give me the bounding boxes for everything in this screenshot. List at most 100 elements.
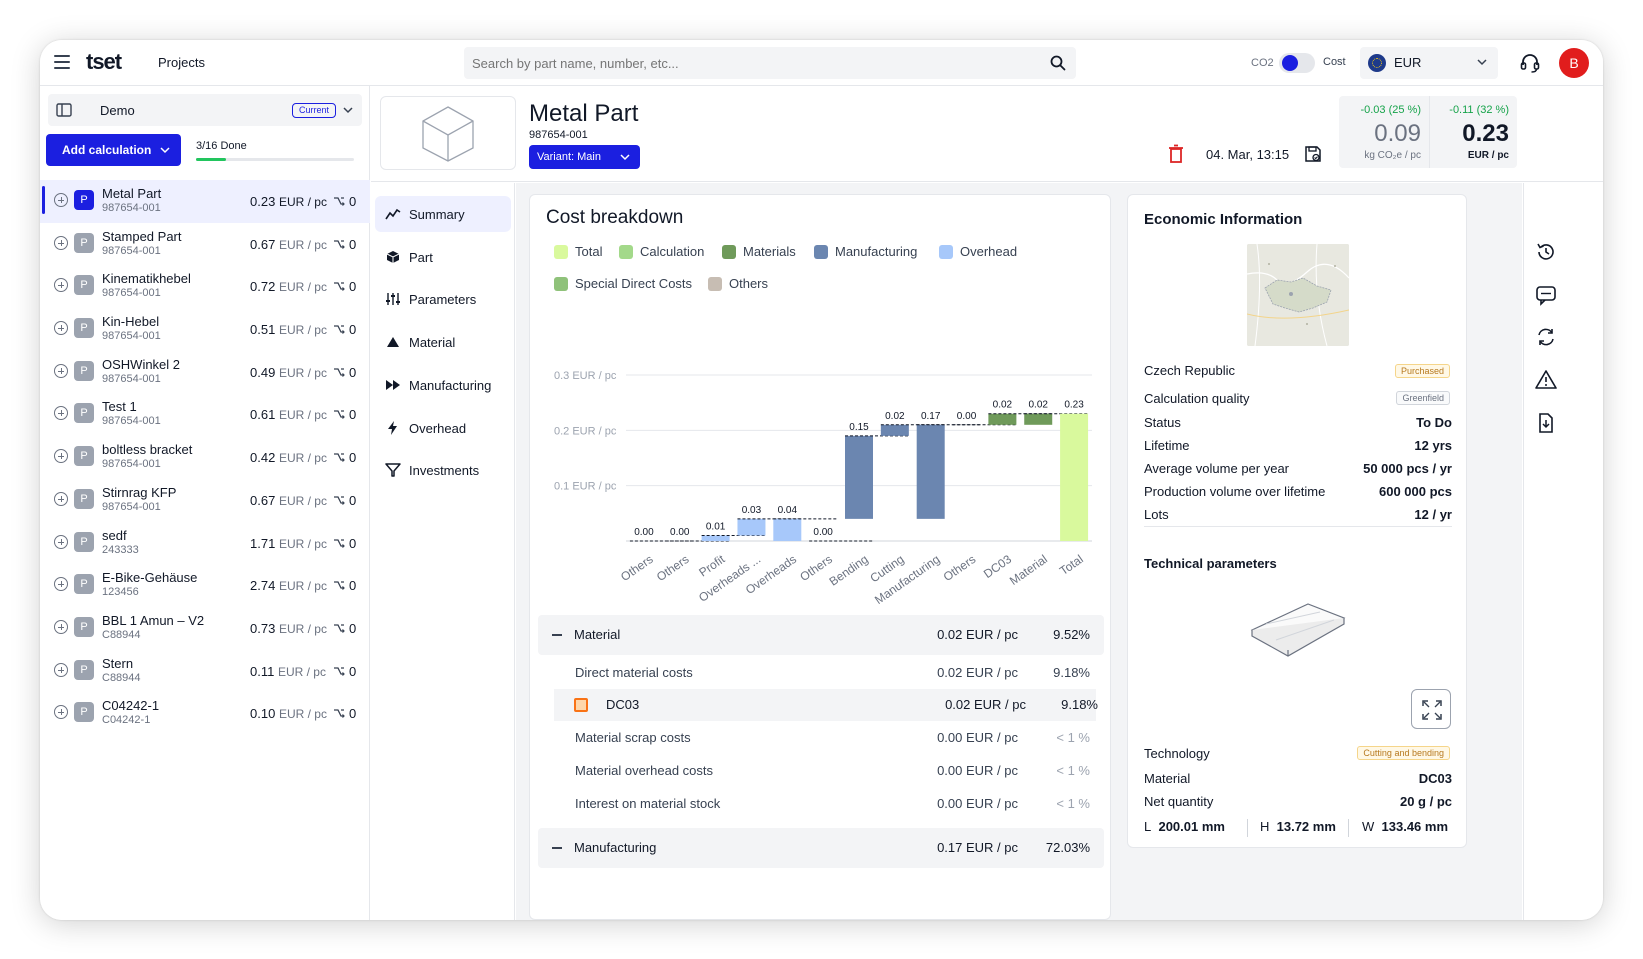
- search-input[interactable]: [472, 47, 1032, 79]
- chart-bar[interactable]: [1060, 413, 1089, 541]
- support-headset-icon[interactable]: [1519, 52, 1541, 74]
- search-icon[interactable]: [1050, 55, 1066, 71]
- calculation-item[interactable]: P E-Bike-Gehäuse 123456 2.74 EUR / pc 0: [40, 564, 370, 607]
- part-header: Metal Part 987654-001 Variant: Main 04. …: [371, 86, 1603, 182]
- chart-bar[interactable]: [1024, 413, 1053, 425]
- nav-item-part[interactable]: Part: [375, 239, 511, 275]
- calculation-item[interactable]: P Stirnrag KFP 987654-001 0.67 EUR / pc 0: [40, 479, 370, 522]
- calculation-item[interactable]: P Stamped Part 987654-001 0.67 EUR / pc 0: [40, 223, 370, 266]
- calculation-name: sedf: [102, 527, 127, 543]
- chart-bar[interactable]: [880, 424, 909, 436]
- export-file-icon[interactable]: [1535, 412, 1557, 434]
- data-label: 0.23: [1064, 400, 1084, 411]
- calculation-item[interactable]: P Kinematikhebel 987654-001 0.72 EUR / pc 0: [40, 265, 370, 308]
- calculation-item[interactable]: P Test 1 987654-001 0.61 EUR / pc 0: [40, 393, 370, 436]
- chart-bar[interactable]: [737, 518, 766, 536]
- chart-bar[interactable]: [845, 435, 873, 519]
- calculation-item[interactable]: P BBL 1 Amun – V2 C88944 0.73 EUR / pc 0: [40, 607, 370, 650]
- nav-item-overhead[interactable]: Overhead: [375, 410, 511, 446]
- user-avatar[interactable]: B: [1559, 48, 1589, 78]
- calculation-item[interactable]: P C04242-1 C04242-1 0.10 EUR / pc 0: [40, 692, 370, 735]
- expand-icon[interactable]: [54, 534, 68, 549]
- part-3d-model[interactable]: [1246, 600, 1350, 662]
- variant-select[interactable]: Variant: Main: [529, 145, 640, 169]
- waterfall-chart: 0.1 EUR / pc 0.2 EUR / pc 0.3 EUR / pc 0.00…: [554, 370, 1092, 605]
- expand-icon[interactable]: [54, 321, 68, 336]
- variants-icon: [334, 538, 345, 548]
- dim-value: 200.01 mm: [1158, 819, 1225, 834]
- project-select[interactable]: Demo Current: [48, 94, 362, 126]
- nav-item-manufacturing[interactable]: Manufacturing: [375, 367, 511, 403]
- legend-swatch: [708, 277, 722, 291]
- currency-select[interactable]: EUR: [1360, 47, 1498, 79]
- cost-value: 0.10: [250, 706, 276, 722]
- trash-icon[interactable]: [1167, 144, 1185, 164]
- part-type-badge: P: [74, 616, 94, 637]
- expand-icon[interactable]: [54, 235, 68, 250]
- menu-icon[interactable]: [54, 55, 70, 69]
- variants-icon: [334, 325, 345, 334]
- expand-icon[interactable]: [54, 363, 68, 378]
- add-calculation-button[interactable]: Add calculation: [46, 134, 181, 166]
- chart-bar[interactable]: [916, 424, 945, 519]
- projects-link[interactable]: Projects: [158, 55, 205, 70]
- expand-icon[interactable]: [54, 193, 68, 207]
- breakdown-row[interactable]: Material scrap costs 0.00 EUR / pc < 1 %: [538, 722, 1104, 754]
- expand-icon[interactable]: [54, 662, 68, 677]
- calculation-item[interactable]: P Metal Part 987654-001 0.23 EUR / pc 0: [40, 180, 370, 223]
- material-section-row[interactable]: Material 0.02 EUR / pc 9.52%: [538, 615, 1104, 655]
- nav-item-summary[interactable]: Summary: [375, 196, 511, 232]
- location-map[interactable]: [1247, 244, 1349, 346]
- calculation-number: 987654-001: [102, 330, 161, 343]
- calculation-item[interactable]: P Kin-Hebel 987654-001 0.51 EUR / pc 0: [40, 308, 370, 351]
- dim-label: L: [1144, 819, 1152, 834]
- lightning-icon: [388, 420, 397, 435]
- variants-count: 0: [349, 322, 357, 338]
- material-row: Material DC03: [1144, 771, 1452, 789]
- calculation-cost: 0.42 EUR / pc: [250, 450, 327, 465]
- expand-icon[interactable]: [54, 705, 68, 720]
- chart-bar[interactable]: [701, 535, 730, 541]
- collapse-icon[interactable]: [552, 847, 562, 849]
- co2-cost-toggle[interactable]: [1279, 53, 1315, 73]
- chart-bar[interactable]: [773, 518, 802, 541]
- expand-icon[interactable]: [54, 577, 68, 592]
- history-icon[interactable]: [1535, 241, 1557, 263]
- sync-icon[interactable]: [1535, 326, 1557, 348]
- breakdown-row[interactable]: Material overhead costs 0.00 EUR / pc < …: [538, 755, 1104, 787]
- save-icon[interactable]: [1304, 145, 1322, 163]
- variants-count: 0: [349, 578, 357, 594]
- collapse-icon[interactable]: [552, 634, 562, 636]
- cost-value: 2.74: [250, 578, 276, 594]
- nav-item-parameters[interactable]: Parameters: [375, 281, 511, 317]
- manufacturing-section-row[interactable]: Manufacturing 0.17 EUR / pc 72.03%: [538, 828, 1104, 868]
- legend-swatch: [554, 245, 568, 259]
- legend-label: Overhead: [960, 244, 1018, 259]
- logo[interactable]: tset: [86, 49, 122, 74]
- nav-item-investments[interactable]: Investments: [375, 452, 511, 488]
- breakdown-row[interactable]: Direct material costs 0.02 EUR / pc 9.18…: [538, 657, 1104, 689]
- warning-icon[interactable]: [1535, 369, 1557, 391]
- calculation-number: C88944: [102, 628, 141, 641]
- calculation-item[interactable]: P Stern C88944 0.11 EUR / pc 0: [40, 650, 370, 693]
- row-label: Material: [1144, 771, 1191, 786]
- calculation-list: P Metal Part 987654-001 0.23 EUR / pc 0 P Stam…: [40, 180, 370, 735]
- expand-icon[interactable]: [54, 619, 68, 634]
- expand-icon[interactable]: [54, 278, 68, 293]
- chart-bar[interactable]: [988, 413, 1017, 425]
- expand-icon[interactable]: [54, 491, 68, 506]
- sidebar-toggle-icon[interactable]: [56, 102, 72, 118]
- calculation-item[interactable]: P OSHWinkel 2 987654-001 0.49 EUR / pc 0: [40, 351, 370, 394]
- part-thumbnail[interactable]: [380, 96, 516, 170]
- expand-model-button[interactable]: [1411, 689, 1451, 729]
- expand-icon[interactable]: [54, 449, 68, 464]
- row-label: Production volume over lifetime: [1144, 484, 1326, 499]
- breakdown-row[interactable]: Interest on material stock 0.00 EUR / pc…: [538, 788, 1104, 820]
- expand-icon[interactable]: [54, 406, 68, 421]
- material-item-row[interactable]: DC03 0.02 EUR / pc 9.18%: [554, 689, 1098, 721]
- sliders-icon: [386, 293, 400, 306]
- nav-item-material[interactable]: Material: [375, 324, 511, 360]
- comment-icon[interactable]: [1535, 284, 1557, 306]
